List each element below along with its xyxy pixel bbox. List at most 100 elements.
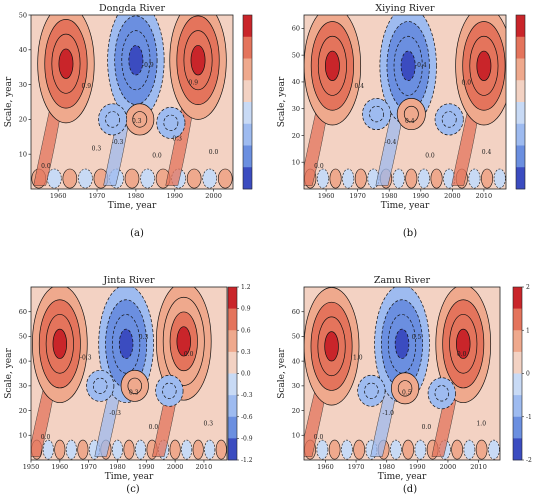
- oscillation-mark: [54, 439, 66, 460]
- contour-label: 0.0: [314, 434, 324, 441]
- y-axis-label: Scale, year: [277, 76, 287, 127]
- contour-ring: [162, 382, 177, 399]
- y-tick-label: 30: [19, 81, 27, 89]
- contour-ring: [52, 328, 68, 359]
- oscillation-mark: [316, 168, 329, 189]
- contour-ring: [190, 45, 206, 76]
- x-tick-label: 1970: [348, 463, 365, 471]
- contour-ring: [476, 50, 492, 82]
- contour-label: 0.4: [405, 118, 415, 125]
- contour-ring: [324, 50, 340, 82]
- oscillation-mark: [328, 439, 341, 460]
- y-tick-label: 60: [292, 308, 300, 316]
- colorbar-tick-label: 0.0: [241, 371, 251, 378]
- contour-ring: [364, 382, 379, 399]
- colorbar-tick-label: -2: [526, 457, 532, 464]
- y-tick-label: 30: [292, 382, 300, 390]
- colorbar: [242, 14, 253, 190]
- x-tick-label: 1960: [318, 192, 335, 200]
- colorbar-tick-label: -1.2: [241, 457, 253, 464]
- contour-label: 0.0: [149, 424, 159, 431]
- colorbar-segment: [516, 167, 525, 190]
- contour-label: 0.4: [482, 149, 492, 156]
- contour-ring: [397, 380, 413, 397]
- oscillation-mark: [475, 439, 488, 460]
- oscillation-mark: [463, 439, 476, 460]
- colorbar-segment: [516, 145, 525, 168]
- colorbar-tick-label: 2: [526, 284, 530, 291]
- contour-label: 0.5: [412, 334, 422, 341]
- panel-3: 0.0 0.0 0.3 -0.3 0.3 -0.3 0.3 0.0 Jinta River 195…: [4, 275, 253, 495]
- x-axis-label: Time, year: [105, 472, 154, 482]
- oscillation-mark: [62, 168, 78, 189]
- oscillation-mark: [140, 168, 155, 189]
- y-tick-label: 50: [292, 51, 300, 59]
- x-tick-label: 2010: [470, 463, 487, 471]
- x-tick-label: 2010: [196, 463, 213, 471]
- x-tick-label: 1960: [50, 192, 67, 200]
- colorbar-segment: [243, 167, 252, 190]
- contour-label: -0.3: [109, 410, 121, 417]
- x-tick-label: 1980: [109, 463, 126, 471]
- y-tick-label: 50: [292, 333, 300, 341]
- colorbar-segment: [228, 330, 237, 353]
- chart-title: Jinta River: [102, 275, 155, 286]
- y-tick-label: 30: [19, 382, 27, 390]
- oscillation-mark: [414, 439, 427, 460]
- contour-label: 0.3: [129, 389, 139, 396]
- colorbar-segment: [228, 351, 237, 374]
- contour-ring: [58, 48, 74, 79]
- contour-label: 0.3: [139, 334, 149, 341]
- oscillation-mark: [402, 439, 414, 460]
- oscillation-mark: [111, 439, 123, 460]
- oscillation-mark: [123, 439, 135, 460]
- colorbar-segment: [243, 36, 252, 59]
- contour-label: 1.0: [476, 420, 486, 427]
- x-tick-label: 1990: [409, 463, 426, 471]
- oscillation-mark: [405, 168, 418, 189]
- colorbar-tick-label: 0.9: [241, 306, 251, 313]
- colorbar-tick-label: -0.9: [241, 435, 253, 442]
- x-tick-label: 1970: [89, 192, 106, 200]
- contour-ring: [92, 377, 108, 394]
- oscillation-mark: [353, 439, 365, 460]
- x-axis-label: Time, year: [108, 201, 157, 211]
- oscillation-mark: [468, 168, 481, 189]
- oscillation-mark: [42, 439, 54, 460]
- colorbar-segment: [243, 123, 252, 146]
- contour-ring: [128, 45, 144, 76]
- x-tick-label: 2010: [476, 192, 493, 200]
- colorbar: 2 1 0 -1 -2: [512, 284, 532, 464]
- colorbar-segment: [243, 102, 252, 125]
- contour-label: 0.0: [425, 153, 435, 160]
- colorbar-segment: [516, 80, 525, 103]
- oscillation-mark: [215, 439, 227, 460]
- contour-label: 0.0: [314, 163, 324, 170]
- oscillation-mark: [417, 168, 430, 189]
- colorbar-segment: [513, 330, 522, 353]
- contour-label: -0.9: [142, 62, 154, 69]
- colorbar-tick-label: -1: [526, 414, 532, 421]
- colorbar-segment: [513, 287, 522, 309]
- x-tick-label: 2000: [205, 192, 222, 200]
- y-tick-label: 20: [19, 407, 27, 415]
- oscillation-mark: [186, 168, 202, 189]
- y-axis-label: Scale, year: [277, 348, 287, 399]
- y-tick-label: 40: [292, 357, 300, 365]
- colorbar: 1.2 0.9 0.6 0.3 0.0 -0.3 -0.6 -0.9 -1.2: [227, 284, 253, 464]
- colorbar-segment: [516, 58, 525, 81]
- contour-label: 0.0: [184, 351, 194, 358]
- oscillation-mark: [78, 168, 93, 189]
- oscillation-mark: [65, 439, 77, 460]
- y-tick-label: 10: [19, 432, 27, 440]
- panel-label: (b): [403, 228, 417, 239]
- oscillation-mark: [47, 168, 62, 189]
- contour-label: 0.3: [172, 135, 182, 142]
- x-tick-label: 1980: [128, 192, 145, 200]
- colorbar-segment: [516, 15, 525, 38]
- plot-frame: [303, 14, 507, 190]
- plot-frame: [30, 14, 234, 190]
- contour-label: 0.9: [82, 83, 92, 90]
- panel-label: (d): [403, 484, 417, 495]
